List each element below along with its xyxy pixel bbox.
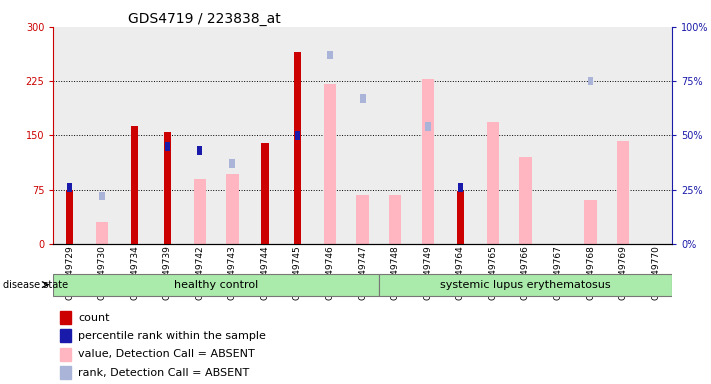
- Bar: [53, 27, 86, 244]
- Bar: [606, 27, 639, 244]
- Text: disease state: disease state: [3, 280, 68, 290]
- Bar: [282, 27, 314, 244]
- Bar: [131, 126, 139, 244]
- Bar: [327, 51, 333, 60]
- Bar: [216, 27, 249, 244]
- Bar: [617, 141, 629, 244]
- Bar: [542, 27, 574, 244]
- Bar: [262, 142, 269, 244]
- Bar: [67, 183, 72, 192]
- Bar: [574, 27, 606, 244]
- Bar: [458, 183, 463, 192]
- FancyBboxPatch shape: [53, 274, 379, 296]
- Bar: [230, 159, 235, 168]
- Bar: [639, 27, 672, 244]
- Bar: [346, 27, 379, 244]
- Bar: [412, 27, 444, 244]
- Text: count: count: [78, 313, 109, 323]
- Bar: [476, 27, 509, 244]
- Bar: [389, 195, 401, 244]
- Text: systemic lupus erythematosus: systemic lupus erythematosus: [440, 280, 611, 290]
- Bar: [183, 27, 216, 244]
- Bar: [151, 27, 183, 244]
- Text: healthy control: healthy control: [174, 280, 258, 290]
- Text: rank, Detection Call = ABSENT: rank, Detection Call = ABSENT: [78, 368, 250, 378]
- Bar: [422, 79, 434, 244]
- Bar: [165, 142, 170, 151]
- Bar: [60, 329, 70, 342]
- Bar: [587, 77, 594, 86]
- FancyBboxPatch shape: [379, 274, 672, 296]
- Bar: [100, 192, 105, 200]
- Bar: [584, 200, 597, 244]
- Bar: [360, 94, 365, 103]
- Bar: [424, 122, 431, 131]
- Bar: [119, 27, 151, 244]
- Bar: [324, 84, 336, 244]
- Bar: [314, 27, 346, 244]
- Bar: [226, 174, 239, 244]
- Bar: [295, 131, 300, 140]
- Bar: [379, 27, 412, 244]
- Bar: [249, 27, 282, 244]
- Text: GDS4719 / 223838_at: GDS4719 / 223838_at: [127, 12, 280, 26]
- Bar: [60, 366, 70, 379]
- Bar: [86, 27, 119, 244]
- Bar: [444, 27, 476, 244]
- Bar: [456, 191, 464, 244]
- Bar: [193, 179, 206, 244]
- Bar: [96, 222, 108, 244]
- Bar: [164, 132, 171, 244]
- Bar: [60, 348, 70, 361]
- Bar: [486, 122, 499, 244]
- Text: value, Detection Call = ABSENT: value, Detection Call = ABSENT: [78, 349, 255, 359]
- Bar: [356, 195, 369, 244]
- Bar: [60, 311, 70, 324]
- Bar: [294, 52, 301, 244]
- Bar: [66, 190, 73, 244]
- Text: percentile rank within the sample: percentile rank within the sample: [78, 331, 266, 341]
- Bar: [198, 146, 203, 155]
- Bar: [509, 27, 542, 244]
- Bar: [519, 157, 532, 244]
